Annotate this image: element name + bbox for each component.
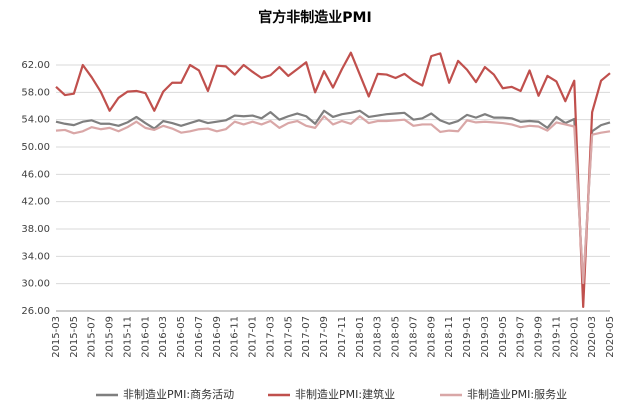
x-tick-label: 2020-05 [605,316,616,358]
x-tick-label: 2017-03 [265,316,276,358]
y-tick-label: 58.00 [21,87,50,98]
x-tick-label: 2017-11 [337,316,348,358]
x-tick-label: 2016-09 [212,316,223,358]
x-tick-label: 2015-03 [51,316,62,358]
x-tick-label: 2019-11 [551,316,562,358]
x-tick-label: 2018-01 [355,316,366,358]
x-tick-label: 2019-05 [498,316,509,358]
chart-title: 官方非制造业PMI [258,9,371,26]
x-tick-label: 2016-05 [176,316,187,358]
x-tick-label: 2015-05 [69,316,80,358]
x-tick-label: 2018-03 [373,316,384,358]
legend-label: 非制造业PMI:商务活动 [123,387,234,401]
y-tick-label: 34.00 [21,251,50,262]
x-tick-label: 2017-07 [301,316,312,358]
x-tick-label: 2018-09 [426,316,437,358]
x-tick-label: 2020-01 [569,316,580,358]
series-line [55,109,611,288]
legend-label: 非制造业PMI:服务业 [467,387,567,401]
x-tick-label: 2015-07 [87,316,98,358]
x-tick-label: 2015-09 [105,316,116,358]
series-line [55,51,611,308]
x-tick-label: 2016-01 [140,316,151,358]
y-tick-label: 54.00 [21,115,50,126]
x-tick-label: 2017-01 [248,316,259,358]
y-tick-label: 62.00 [21,60,50,71]
y-tick-label: 46.00 [21,169,50,180]
x-tick-label: 2016-07 [194,316,205,358]
x-tick-label: 2016-11 [230,316,241,358]
x-tick-label: 2016-03 [158,316,169,358]
x-tick-label: 2019-03 [480,316,491,358]
y-tick-label: 26.00 [21,306,50,317]
y-tick-label: 38.00 [21,224,50,235]
x-tick-label: 2017-09 [319,316,330,358]
x-tick-label: 2020-03 [587,316,598,358]
series-line [55,115,611,285]
x-tick-label: 2019-01 [462,316,473,358]
x-tick-label: 2017-05 [283,316,294,358]
x-tick-label: 2019-09 [534,316,545,358]
x-tick-label: 2015-11 [122,316,133,358]
x-tick-label: 2018-11 [444,316,455,358]
y-tick-label: 50.00 [21,142,50,153]
x-tick-label: 2019-07 [516,316,527,358]
legend-label: 非制造业PMI:建筑业 [295,387,395,401]
x-tick-label: 2018-05 [391,316,402,358]
y-tick-label: 30.00 [21,279,50,290]
x-tick-label: 2018-07 [408,316,419,358]
y-tick-label: 42.00 [21,197,50,208]
